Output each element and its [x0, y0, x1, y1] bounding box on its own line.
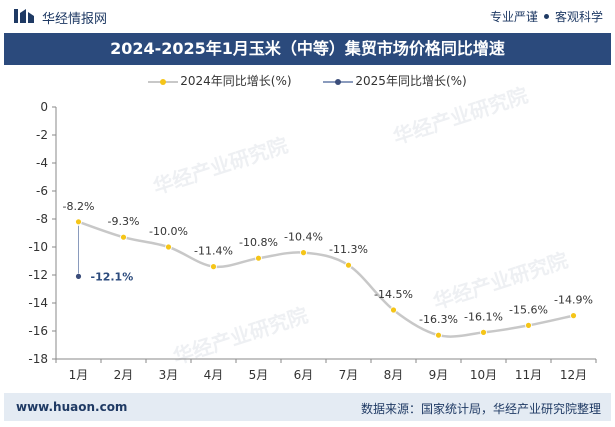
logo-icon [14, 9, 34, 23]
top-bar: 华经情报网 专业严谨 客观科学 [0, 0, 615, 32]
legend-marker-2025 [323, 77, 354, 87]
data-label: -14.9% [554, 294, 593, 307]
data-label: -15.6% [509, 303, 548, 316]
data-point [120, 233, 127, 241]
x-tick-label: 8月 [384, 368, 404, 382]
y-tick-label: -18 [28, 352, 48, 366]
data-point [345, 261, 352, 269]
data-label: -11.3% [329, 243, 368, 256]
x-tick-label: 9月 [429, 368, 449, 382]
data-label: -12.1% [91, 270, 134, 283]
data-point [300, 249, 307, 257]
x-tick-label: 6月 [294, 368, 314, 382]
x-tick-label: 1月 [69, 368, 89, 382]
y-tick-label: -12 [28, 268, 48, 282]
slogan: 专业严谨 客观科学 [490, 8, 603, 25]
data-label: -11.4% [194, 245, 233, 258]
data-point [435, 331, 442, 339]
separator-dot [543, 14, 549, 19]
y-tick-label: -14 [28, 296, 48, 310]
y-tick-label: -6 [36, 184, 48, 198]
data-point [210, 263, 217, 271]
data-label: -14.5% [374, 288, 413, 301]
footer-url[interactable]: www.huaon.com [16, 400, 128, 414]
line-chart: 0 -2 -4 -6 -8 -10 -12 -14 -16 -18 1月 2月 3月 4月 5月 6月 7月 8月… [28, 100, 597, 382]
data-point [75, 218, 82, 226]
x-tick-label: 11月 [515, 368, 542, 382]
data-point [255, 254, 262, 262]
y-tick-label: -16 [28, 324, 48, 338]
legend-label-2025: 2025年同比增长(%) [355, 74, 467, 88]
legend-item-2024: 2024年同比增长(%) [148, 72, 292, 89]
data-point [570, 312, 577, 320]
data-label: -10.4% [284, 231, 323, 244]
x-tick-label: 12月 [560, 368, 587, 382]
data-label: -10.0% [149, 225, 188, 238]
x-tick-label: 7月 [339, 368, 359, 382]
chart-legend: 2024年同比增长(%) 2025年同比增长(%) [0, 72, 615, 89]
data-source: 数据来源：国家统计局，华经产业研究院整理 [360, 402, 601, 416]
data-label: -16.1% [464, 310, 503, 323]
brand-name: 华经情报网 [42, 12, 108, 27]
footer: www.huaon.com 数据来源：国家统计局，华经产业研究院整理 [4, 393, 611, 421]
data-point [165, 243, 172, 251]
slogan-part-1: 专业严谨 [489, 10, 538, 24]
slogan-part-2: 客观科学 [554, 10, 603, 24]
y-tick-label: -10 [28, 240, 48, 254]
data-label: -16.3% [419, 313, 458, 326]
y-tick-label: -8 [36, 212, 48, 226]
data-point [390, 306, 397, 314]
legend-label-2024: 2024年同比增长(%) [180, 74, 292, 88]
legend-item-2025: 2025年同比增长(%) [323, 72, 467, 89]
y-tick-label: -2 [36, 128, 48, 142]
y-tick-label: 0 [40, 100, 48, 114]
x-tick-label: 3月 [159, 368, 179, 382]
y-tick-label: -4 [36, 156, 48, 170]
data-point [525, 321, 532, 329]
data-point [480, 328, 487, 336]
data-point [75, 272, 82, 280]
chart-title: 2024-2025年1月玉米（中等）集贸市场价格同比增速 [4, 33, 611, 65]
data-label: -8.2% [63, 200, 95, 213]
x-tick-label: 4月 [204, 368, 224, 382]
x-tick-label: 5月 [249, 368, 269, 382]
x-tick-label: 2月 [114, 368, 134, 382]
data-label: -10.8% [239, 236, 278, 249]
legend-marker-2024 [148, 77, 179, 87]
x-tick-label: 10月 [470, 368, 497, 382]
data-label: -9.3% [108, 215, 140, 228]
